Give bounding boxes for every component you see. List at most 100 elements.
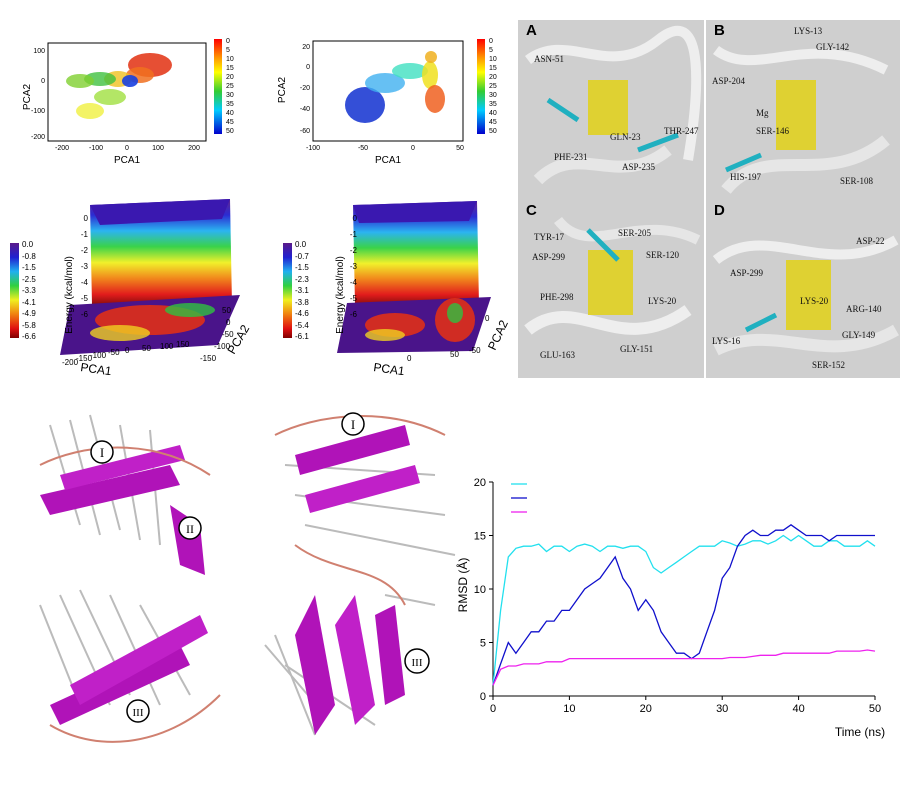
scatter1-ylabel: PCA2 [22,84,33,111]
svg-text:-4.1: -4.1 [22,298,36,307]
svg-text:-50: -50 [358,145,368,152]
energy-landscape-2: 0.0 -0.7 -1.5 -2.3 -3.1 -3.8 -4.6 -5.4 -… [283,201,510,375]
binding-panel-c: C TYR-17 SER-205 ASP-299 SER-120 PHE-298… [518,200,704,378]
svg-text:50: 50 [222,306,231,315]
x-tick-label: 40 [792,703,804,715]
svg-text:-150: -150 [200,354,217,363]
domain-label: II [186,522,194,536]
domain-label: I [351,417,355,432]
svg-text:5: 5 [489,47,493,54]
x-tick-label: 10 [563,703,575,715]
svg-text:-6.6: -6.6 [22,332,36,341]
binding-panel-d: D ASP-22 ASP-299 LYS-20 ARG-140 LYS-16 G… [706,200,900,378]
residue-label: LYS-20 [648,296,677,306]
energy1-zlabel: Energy (kcal/mol) [64,256,75,334]
residue-label: PHE-298 [540,292,574,302]
svg-text:15: 15 [226,65,234,72]
svg-text:100: 100 [33,48,45,55]
domain-marker [341,412,365,436]
svg-text:0.0: 0.0 [22,240,34,249]
panel-letter-c: C [526,202,537,219]
svg-text:20: 20 [226,74,234,81]
rmsd-series [492,524,876,686]
svg-text:45: 45 [489,119,497,126]
x-tick-label: 0 [490,703,496,715]
energy2-zlabel: Energy (kcal/mol) [335,256,346,334]
svg-text:0: 0 [485,314,490,323]
scatter2-ylabel: PCA2 [277,77,288,104]
panel-letter-a: A [526,22,537,39]
scatter2-xlabel: PCA1 [375,155,402,166]
residue-label: GLY-151 [620,344,654,354]
residue-label: HIS-197 [730,172,761,182]
residue-label: TYR-17 [534,232,564,242]
energy-surface-1 [90,199,232,305]
svg-text:0: 0 [306,64,310,71]
residue-label: ASP-235 [622,162,656,172]
svg-text:-3: -3 [81,262,89,271]
domain-marker [404,648,430,674]
svg-text:-6.1: -6.1 [295,332,309,341]
svg-text:30: 30 [226,92,234,99]
residue-label: ARG-140 [846,304,882,314]
svg-text:20: 20 [489,74,497,81]
svg-text:-5: -5 [350,294,358,303]
rmsd-legend [511,483,527,513]
svg-text:-100: -100 [306,145,320,152]
svg-text:50: 50 [489,128,497,135]
svg-text:-3.1: -3.1 [295,286,309,295]
energy-surface-2 [353,201,479,305]
protein-motion-left: I II III [39,414,221,743]
residue-label: SER-152 [812,360,846,370]
svg-text:30: 30 [489,92,497,99]
y-tick-label: 0 [480,691,486,703]
energy2-xlabel: PCA1 [373,360,406,375]
residue-label: ASN-51 [534,54,565,64]
svg-text:0.0: 0.0 [295,240,307,249]
svg-text:0: 0 [125,145,129,152]
residue-label: Mg [756,108,769,118]
rmsd-series-line-1 [492,534,876,686]
residue-label: SER-146 [756,126,790,136]
svg-text:0: 0 [84,214,89,223]
domain-marker [178,516,202,540]
domain-label: I [100,445,104,460]
y-tick-label: 10 [474,584,486,596]
residue-label: LYS-13 [794,26,823,36]
svg-text:-0.8: -0.8 [22,252,36,261]
rmsd-ylabel: RMSD (Å) [455,558,470,613]
rmsd-series-line-2 [492,524,875,686]
svg-text:-20: -20 [300,85,310,92]
rmsd-chart: 0 10 20 30 40 50 0 5 10 15 20 Time (ns) RMSD (Å) [455,477,885,739]
svg-text:25: 25 [489,83,497,90]
y-tick-label: 20 [474,477,486,489]
svg-text:-200: -200 [55,145,69,152]
svg-text:-4: -4 [81,278,89,287]
residue-label: SER-108 [840,176,874,186]
svg-text:10: 10 [226,56,234,63]
panel-letter-b: B [714,22,725,39]
svg-text:50: 50 [226,128,234,135]
energy1-xlabel: PCA1 [80,360,113,375]
scatter-cloud-1 [66,53,172,119]
svg-text:150: 150 [176,340,190,349]
svg-text:-50: -50 [108,348,120,357]
svg-text:0: 0 [407,354,412,363]
svg-text:-40: -40 [300,106,310,113]
svg-text:25: 25 [226,83,234,90]
svg-text:-100: -100 [31,108,45,115]
svg-text:-2: -2 [81,246,89,255]
svg-text:-2.5: -2.5 [22,275,36,284]
residue-label: GLY-142 [816,42,850,52]
svg-text:-6: -6 [350,310,358,319]
svg-text:0: 0 [353,214,358,223]
scatter1-xlabel: PCA1 [114,155,141,166]
y-tick-label: 15 [474,531,486,543]
residue-label: ASP-299 [532,252,566,262]
energy-colorbar-2 [283,243,292,338]
scatter-cloud-2 [345,51,445,123]
svg-text:-150: -150 [76,354,93,363]
svg-text:-1.5: -1.5 [22,263,36,272]
svg-text:-6: -6 [81,310,89,319]
svg-text:50: 50 [450,350,459,359]
